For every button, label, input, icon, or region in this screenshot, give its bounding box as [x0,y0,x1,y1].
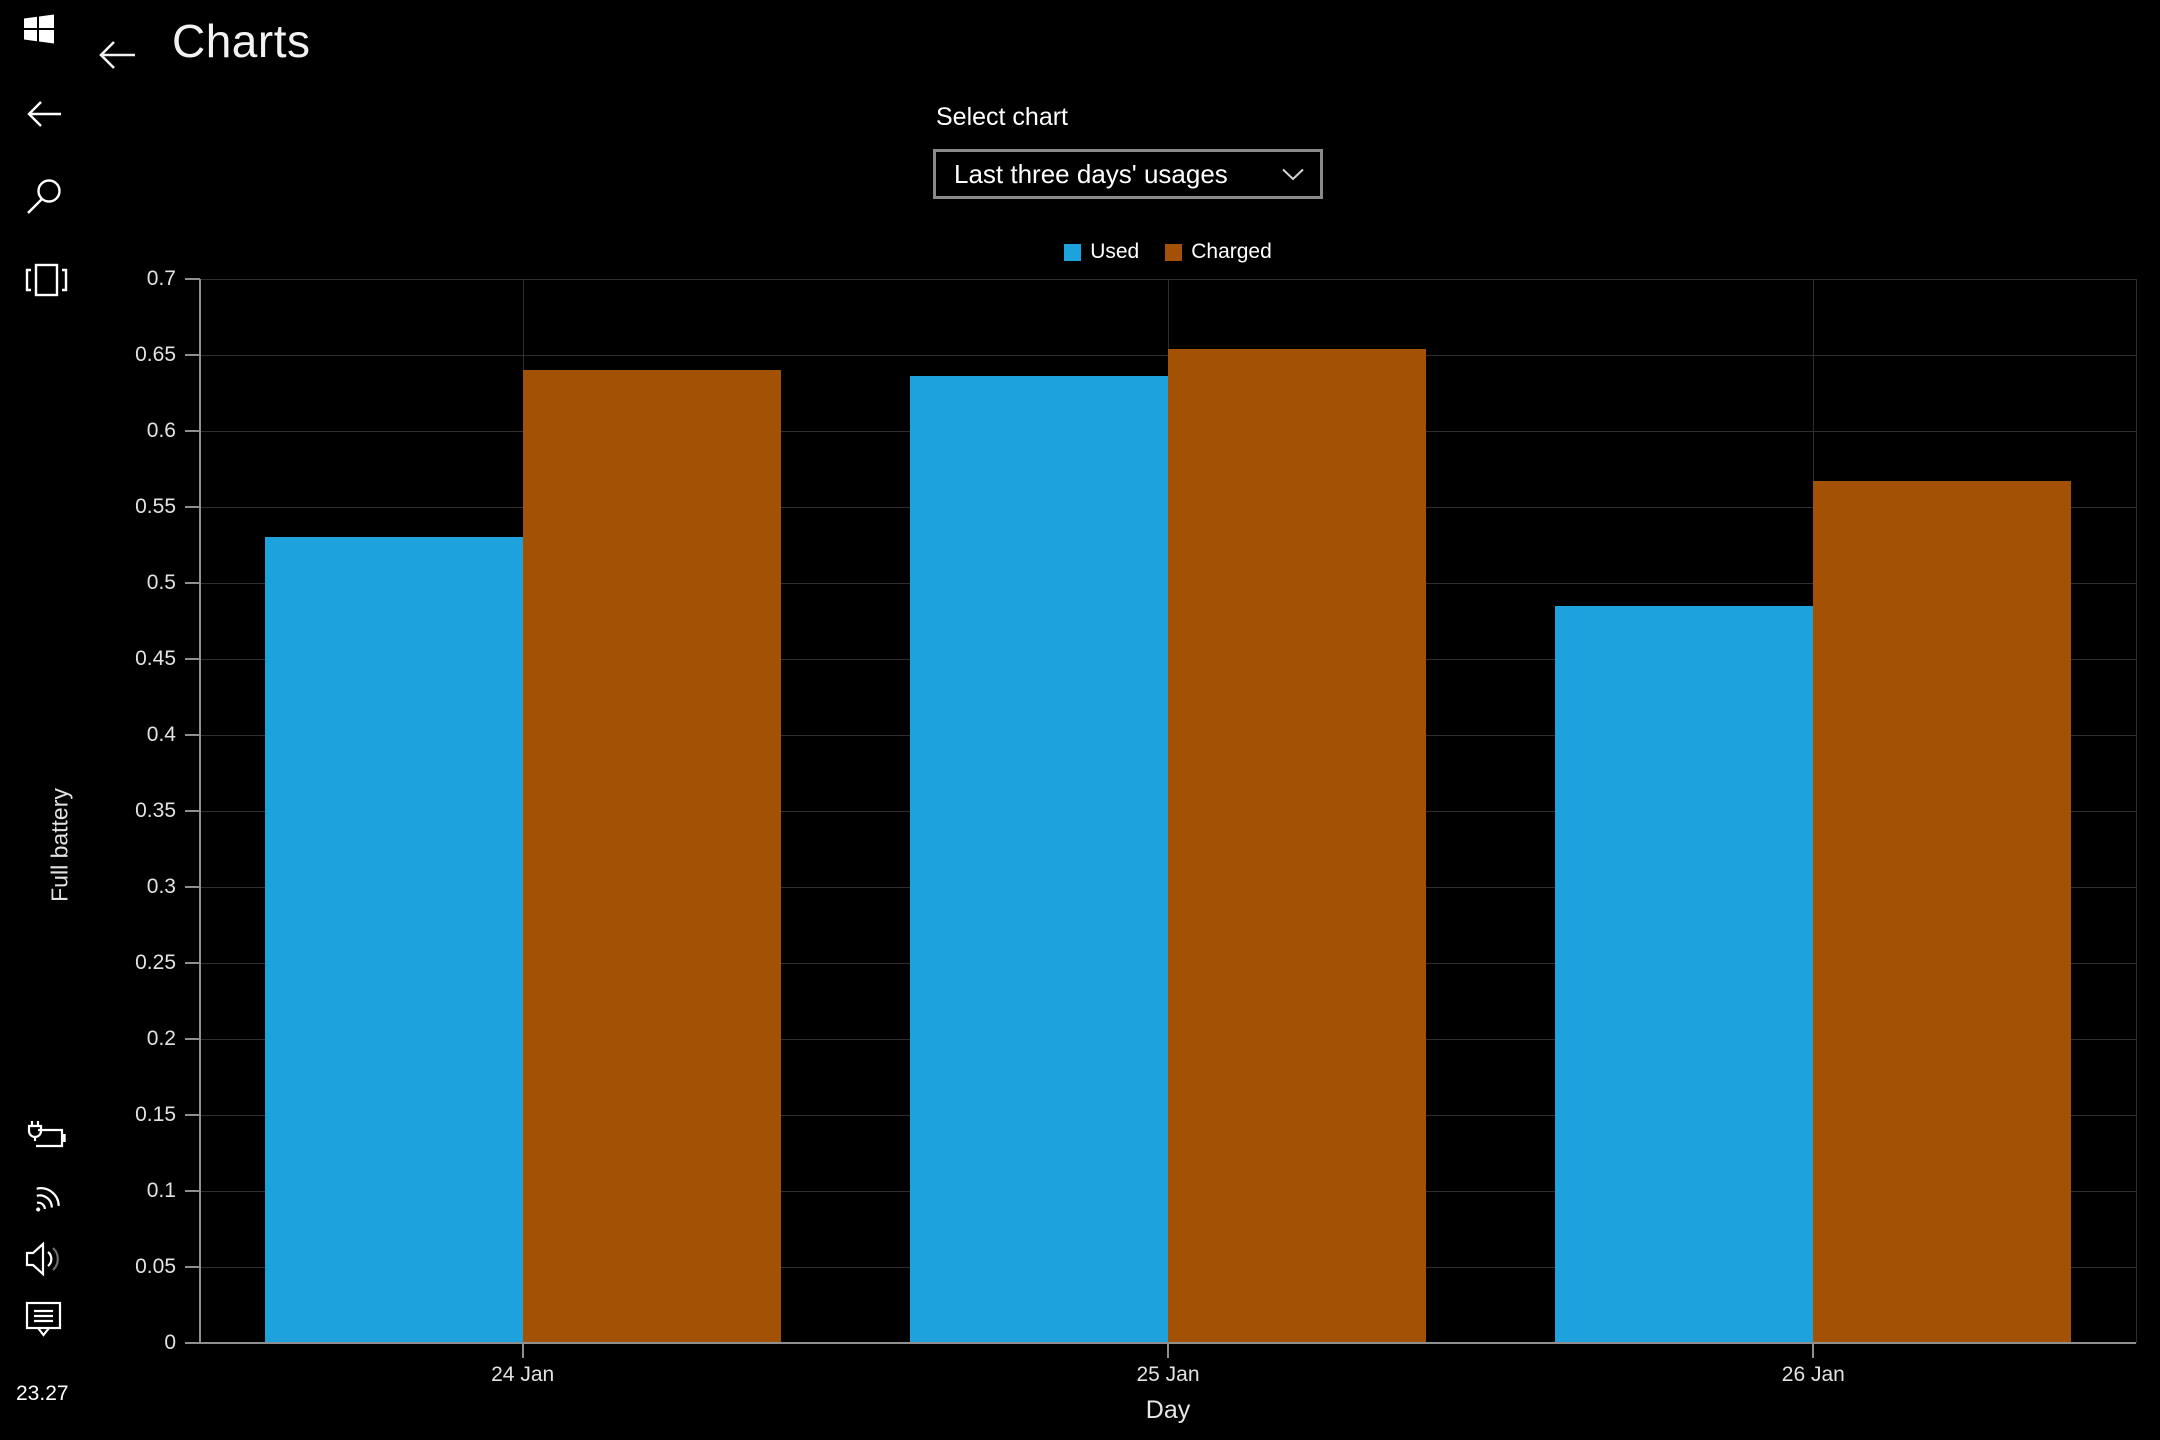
used-swatch-icon [1064,243,1082,261]
chart-select-dropdown[interactable]: Last three days' usages [933,149,1323,199]
bar-charged-24-jan [522,370,781,1343]
chart-legend: Used Charged [200,240,2136,264]
y-tick-label: 0.2 [146,1027,176,1050]
x-tick [521,1343,524,1358]
page-title: Charts [172,15,311,67]
y-tick-label: 0.1 [146,1179,176,1202]
y-tick [185,1266,200,1268]
y-tick [185,886,200,888]
windows-start-icon[interactable] [24,14,54,44]
x-tick-label: 24 Jan [491,1363,555,1386]
x-axis-title: Day [1145,1396,1191,1424]
y-tick [185,734,200,736]
x-tick [1812,1343,1815,1358]
y-tick-label: 0.65 [135,343,176,366]
wifi-icon [24,1180,64,1220]
y-tick-label: 0.25 [135,951,176,974]
y-tick-label: 0.4 [146,723,176,746]
back-button[interactable] [96,36,138,74]
feedback-icon[interactable] [24,1300,64,1340]
y-tick [185,962,200,964]
y-tick [185,658,200,660]
y-axis [199,279,201,1343]
plot-right-border [2136,279,2137,1343]
battery-charging-icon [24,1118,70,1154]
legend-item-charged: Charged [1165,240,1272,264]
charged-swatch-icon [1165,243,1183,261]
system-sidebar: 23.27 [0,0,92,1440]
y-tick-label: 0.55 [135,495,176,518]
bar-used-26-jan [1555,605,1814,1343]
x-tick-label: 25 Jan [1136,1363,1200,1386]
y-tick-label: 0.05 [135,1255,176,1278]
volume-icon [24,1240,66,1278]
select-chart-label: Select chart [936,103,1069,131]
y-tick [185,810,200,812]
clock: 23.27 [16,1382,69,1405]
y-tick [185,354,200,356]
y-tick [185,1190,200,1192]
y-tick [185,430,200,432]
y-tick-label: 0.6 [146,419,176,442]
y-tick-label: 0.15 [135,1103,176,1126]
bar-used-24-jan [264,537,523,1343]
y-tick [185,1342,200,1344]
y-tick-label: 0 [164,1331,176,1354]
y-tick [185,506,200,508]
bar-charged-26-jan [1813,481,2072,1343]
back-icon[interactable] [24,96,64,132]
y-tick-label: 0.3 [146,875,176,898]
y-tick-label: 0.45 [135,647,176,670]
search-icon[interactable] [24,176,64,218]
y-tick-label: 0.5 [146,571,176,594]
y-tick [185,278,200,280]
x-tick-label: 26 Jan [1781,1363,1845,1386]
x-tick [1167,1343,1169,1358]
y-tick [185,1038,200,1040]
y-tick [185,582,200,584]
y-tick-label: 0.35 [135,799,176,822]
tablet-mode-icon[interactable] [24,262,68,298]
chart-select-value: Last three days' usages [954,158,1228,189]
chevron-down-icon [1282,168,1304,181]
bar-used-25-jan [909,376,1168,1343]
y-tick [185,1114,200,1116]
legend-item-used: Used [1064,240,1139,264]
y-tick-label: 0.7 [146,267,176,290]
bar-charged-25-jan [1168,348,1427,1343]
